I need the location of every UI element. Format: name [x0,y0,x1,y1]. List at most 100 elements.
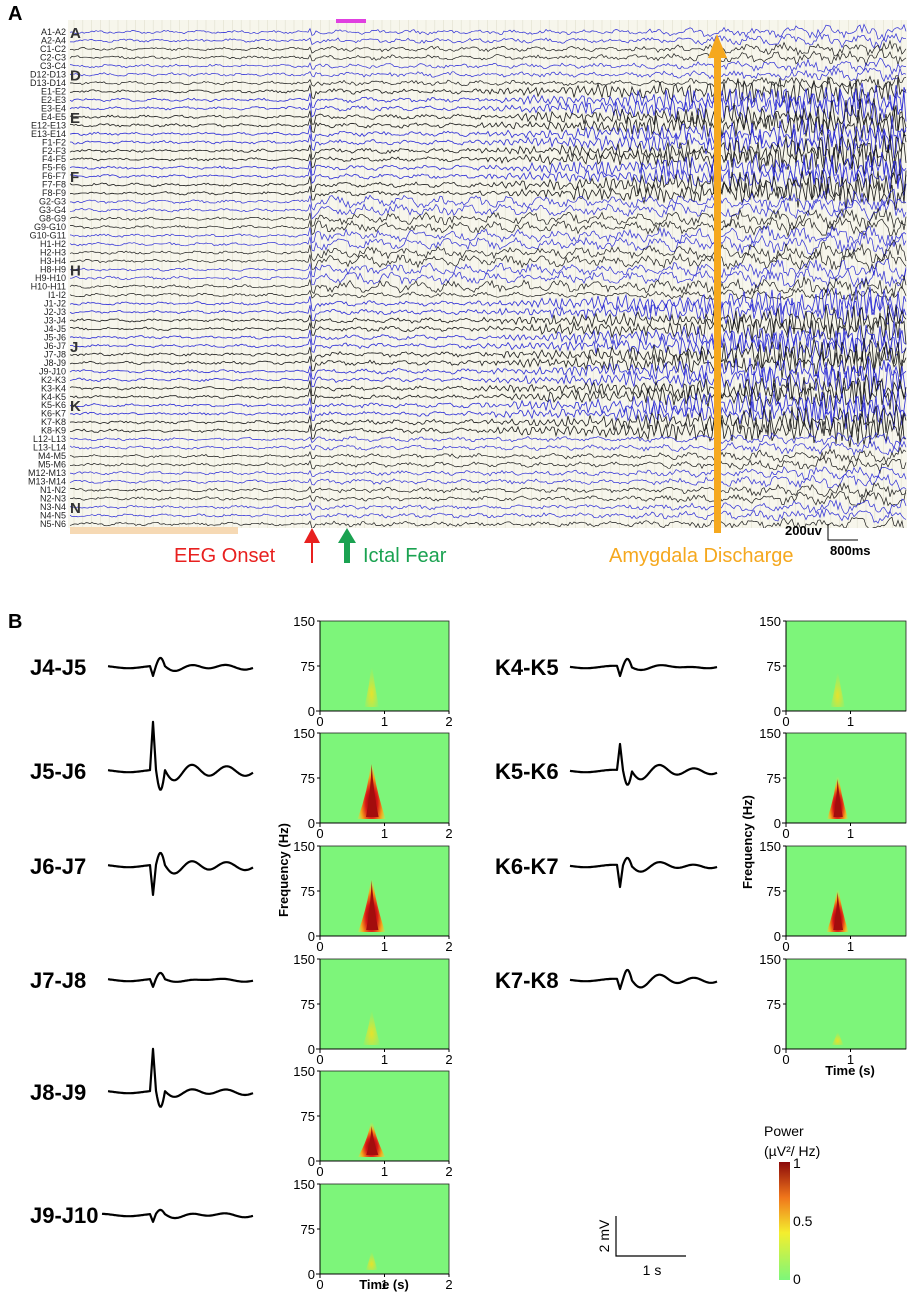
x-tick-label: 2 [445,1052,452,1067]
eeg-trace [69,395,907,431]
spectral-peak-core [366,880,379,930]
channel-label: F7-F8 [42,180,66,190]
eeg-trace [69,516,904,528]
eeg-trace [69,82,907,112]
channel-label: C2-C3 [40,52,66,62]
spectrogram-j4-j5: 0 75 150 0 1 2 [293,614,452,729]
channel-label: C3-C4 [40,61,66,71]
group-letter: F [70,169,79,186]
spectrogram-background [785,845,907,937]
colorbar-gradient [779,1162,790,1280]
y-tick-label: 75 [301,1222,315,1237]
spectrogram-background [319,1070,450,1162]
channel-label: J5-J6 [44,332,66,342]
x-tick-label: 2 [445,826,452,841]
y-tick-label: 0 [308,816,315,831]
x-tick-label: 1 [847,826,854,841]
y-tick-label: 0 [774,929,781,944]
eeg-trace [69,446,907,465]
eeg-trace [69,312,907,345]
y-tick-label: 75 [767,771,781,786]
group-letter: N [70,500,81,517]
eeg-trace [69,198,907,222]
y-tick-label: 0 [308,1154,315,1169]
y-tick-label: 75 [301,771,315,786]
x-tick-label: 1 [381,1052,388,1067]
channel-label: J1-J2 [44,298,66,308]
eeg-trace [69,75,907,91]
channel-label: K6-K7 [41,409,66,419]
x-tick-label: 0 [316,1277,323,1292]
group-letter: D [70,67,81,84]
waveform-trace [569,657,718,678]
eeg-trace [69,388,907,426]
group-letter: E [70,110,80,127]
x-tick-label: 0 [782,939,789,954]
spectrogram-k7-k8: 0 75 150 0 1 [759,952,907,1067]
y-tick-label: 150 [293,839,315,854]
channel-label: H10-H11 [31,281,66,291]
channel-label: D12-D13 [30,69,66,79]
channel-label: F5-F6 [42,163,66,173]
eeg-trace [69,275,907,297]
eeg-scale-time: 800ms [830,543,870,558]
spectral-peak [365,1250,378,1270]
eeg-trace [69,239,907,264]
colorbar-tick-1: 1 [793,1155,801,1171]
eeg-channel-labels: A1-A2A2-A4C1-C2C2-C3C3-C4D12-D13D13-D14E… [28,27,66,529]
channel-label: H9-H10 [35,273,66,283]
waveform-trace [107,720,254,791]
channel-label: G10-G11 [30,231,66,241]
x-tick-label: 0 [316,826,323,841]
x-tick-label: 1 [847,939,854,954]
eeg-trace [69,39,907,57]
eeg-trace [70,413,907,448]
channel-label: L13-L14 [33,443,66,453]
eeg-group-letters: A D E F H J K N [70,25,81,517]
channel-label: K4-K5 [41,392,66,402]
eeg-trace [69,106,907,143]
eeg-trace [69,466,907,481]
waveform-scale-bar: 2 mV 1 s [596,1216,686,1278]
amygdala-arrow-shaft [714,55,721,533]
channel-label: J2-J3 [44,307,66,317]
j-ylabel: Frequency (Hz) [276,823,291,917]
waveform-scale-lines [615,1216,686,1257]
x-tick-label: 0 [316,714,323,729]
j-channel-label: J7-J8 [30,968,86,993]
eeg-trace [69,231,907,257]
amygdala-arrow-head [708,34,727,58]
waveform-trace [107,851,254,896]
spectral-peak [363,1007,381,1045]
eeg-traces [69,23,907,528]
panel-b-letter: B [8,611,22,633]
y-tick-label: 0 [308,1042,315,1057]
j-channel-label: J8-J9 [30,1080,86,1105]
ictal-fear-arrow [338,528,356,563]
spectrogram-j7-j8: 0 75 150 0 1 2 [293,952,452,1067]
x-tick-label: 2 [445,1164,452,1179]
x-tick-label: 0 [782,1052,789,1067]
eeg-trace [69,67,907,83]
eeg-trace [69,124,907,159]
channel-label: C1-C2 [40,44,66,54]
power-colorbar: Power (µV²/ Hz) 1 0.5 0 [764,1123,820,1287]
y-tick-label: 75 [301,659,315,674]
eeg-trace [69,151,907,185]
eeg-trace [69,378,907,416]
channel-label: I1-I2 [48,290,66,300]
channel-label: H3-H4 [40,256,66,266]
spectral-peak-core [833,779,843,817]
y-tick-label: 75 [767,997,781,1012]
channel-label: D13-D14 [30,78,66,88]
channel-label: N4-N5 [40,511,66,521]
channel-label: N2-N3 [40,494,66,504]
x-tick-label: 0 [782,826,789,841]
channel-label: F2-F3 [42,146,66,156]
k-channel-label: K4-K5 [495,655,559,680]
y-tick-label: 0 [308,929,315,944]
spectral-peak-core [366,1126,379,1155]
channel-label: H1-H2 [40,239,66,249]
y-tick-label: 0 [774,1042,781,1057]
